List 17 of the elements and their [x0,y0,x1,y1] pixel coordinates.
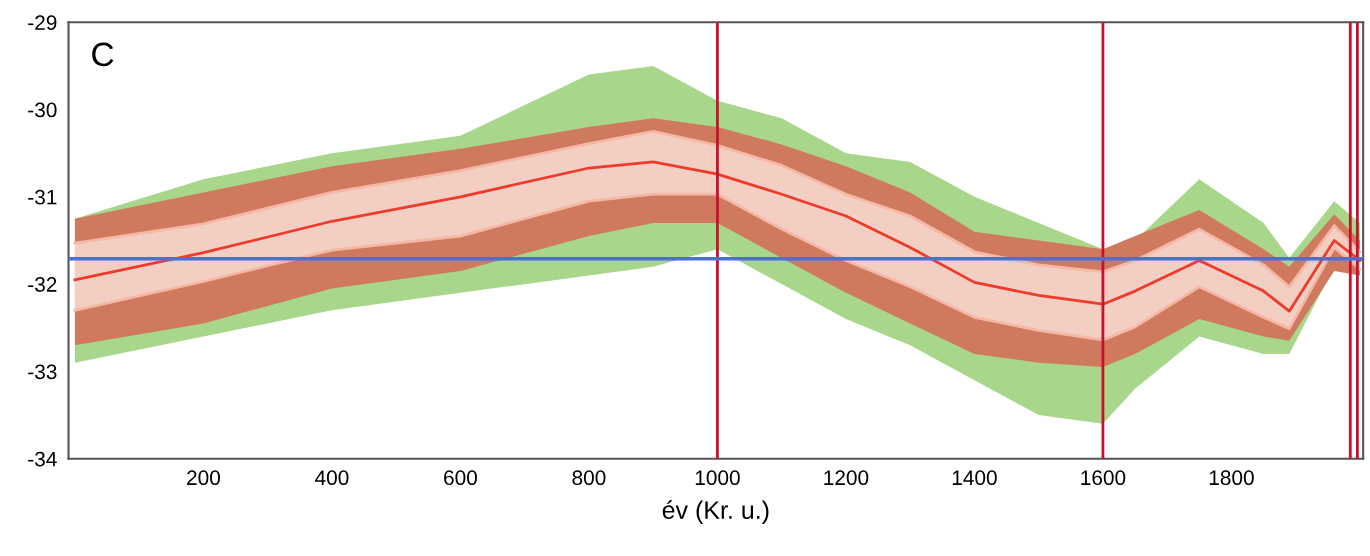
x-tick-label: 400 [315,470,349,486]
x-tick-label: 200 [187,470,220,486]
x-tick-label: 1800 [1209,470,1254,486]
y-tick-label: -29 [28,15,57,30]
y-tick-label: -34 [28,451,57,467]
x-tick-label: 1600 [1081,470,1126,486]
x-tick-label: 600 [444,470,477,486]
x-axis-title: év (Kr. u.) [662,500,769,524]
y-tick-label: -31 [28,189,57,205]
x-tick-label: 1200 [824,470,869,486]
y-tick-label: -32 [28,277,57,292]
x-tick-label: 1000 [695,470,740,486]
annotation: C [92,42,114,67]
x-tick-label: 800 [572,470,606,486]
y-tick-label: -33 [28,364,57,380]
y-tick-label: -30 [28,102,57,118]
x-tick-label: 1400 [952,470,997,486]
